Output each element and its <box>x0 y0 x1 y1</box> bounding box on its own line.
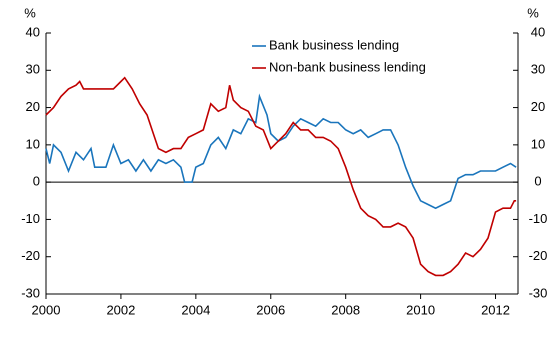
legend-label: Bank business lending <box>269 37 399 52</box>
y2-tick-label: -10 <box>529 211 548 226</box>
series-line <box>45 93 517 210</box>
y2-tick-label: 0 <box>534 174 541 189</box>
y2-tick-label: 40 <box>531 24 545 39</box>
y-tick-label: -10 <box>21 211 40 226</box>
y2-tick-label: 10 <box>531 136 545 151</box>
y-tick-label: 0 <box>33 174 40 189</box>
x-tick-label: 2008 <box>331 302 360 317</box>
y-unit: % <box>24 5 36 20</box>
y2-tick-label: 20 <box>531 99 545 114</box>
y-tick-label: 40 <box>26 24 40 39</box>
x-tick-label: 2004 <box>181 302 210 317</box>
y-tick-label: -20 <box>21 248 40 263</box>
y2-tick-label: -30 <box>529 285 548 300</box>
y2-unit: % <box>527 5 539 20</box>
series-line <box>45 76 517 277</box>
x-tick-label: 2002 <box>106 302 135 317</box>
x-tick-label: 2006 <box>256 302 285 317</box>
legend-label: Non-bank business lending <box>269 59 426 74</box>
y-tick-label: 30 <box>26 62 40 77</box>
x-tick-label: 2010 <box>406 302 435 317</box>
y-tick-label: 10 <box>26 136 40 151</box>
x-tick-label: 2000 <box>32 302 61 317</box>
y2-tick-label: 30 <box>531 62 545 77</box>
y-tick-label: -30 <box>21 285 40 300</box>
y2-tick-label: -20 <box>529 248 548 263</box>
x-tick-label: 2012 <box>481 302 510 317</box>
y-tick-label: 20 <box>26 99 40 114</box>
